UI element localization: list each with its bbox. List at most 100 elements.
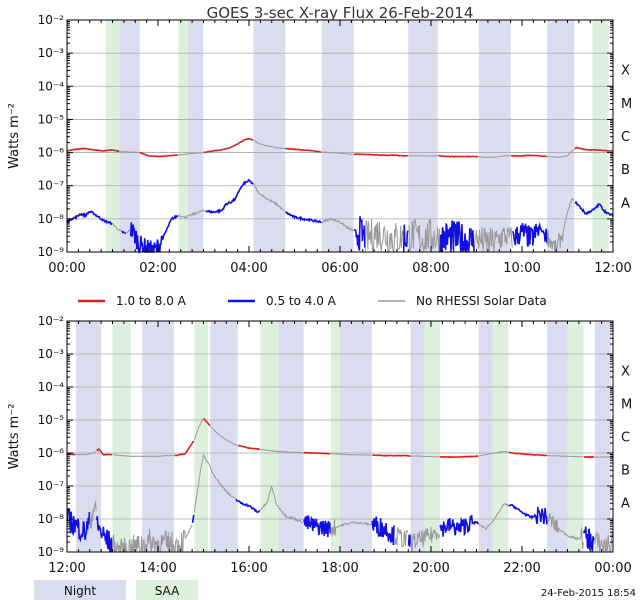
ytick-label: 10⁻⁹ [38, 245, 65, 259]
saa-band-0 [112, 321, 131, 552]
night-band-1 [142, 321, 174, 552]
night-band-8 [594, 321, 611, 552]
night-band-5 [478, 20, 511, 252]
chart-title: GOES 3-sec X-ray Flux 26-Feb-2014 [207, 4, 474, 22]
short-channel-segment-7 [253, 183, 285, 212]
short-channel-segment-14 [439, 514, 480, 537]
long-channel-segment-3 [178, 151, 204, 156]
flare-class-X: X [621, 365, 630, 380]
short-channel-segment-10 [353, 216, 366, 251]
xtick-label: 10:00 [503, 261, 540, 276]
short-channel-segment-4 [129, 214, 179, 254]
night-band-6 [547, 20, 575, 252]
long-channel-segment-14 [574, 146, 614, 152]
ytick-label: 10⁻⁸ [38, 212, 65, 226]
top-bands [105, 20, 609, 252]
flare-class-C: C [621, 431, 630, 446]
long-channel-segment-2 [96, 448, 113, 456]
ytick-label: 10⁻⁶ [38, 146, 65, 160]
night-band-2 [210, 321, 238, 552]
flare-class-A: A [621, 196, 630, 211]
bottom-grid [67, 353, 613, 520]
bottom-bands [76, 321, 611, 552]
night-band-2 [253, 20, 286, 252]
saa-band-1 [178, 20, 188, 252]
long-channel-segment-5 [193, 418, 204, 440]
flare-class-C: C [621, 130, 630, 145]
ytick-label: 10⁻² [38, 13, 65, 27]
ytick-label: 10⁻³ [38, 347, 65, 361]
flare-class-B: B [621, 464, 630, 479]
bottom-x-tick-labels: 12:00 14:00 16:00 18:00 20:00 22:00 00:00 [48, 561, 631, 576]
xtick-label: 04:00 [230, 261, 267, 276]
xtick-label: 02:00 [139, 261, 176, 276]
long-channel-segment-9 [408, 155, 438, 157]
top-tick-marks [66, 19, 614, 253]
xtick-label: 16:00 [230, 561, 267, 576]
long-channel-segment-11 [330, 453, 372, 456]
ytick-label: 10⁻⁹ [38, 545, 65, 559]
timestamp: 24-Feb-2015 18:54 [541, 588, 636, 599]
night-band-3 [276, 321, 304, 552]
top-series [66, 137, 614, 254]
short-channel-segment-11 [365, 218, 404, 254]
saa-swatch [136, 580, 198, 600]
short-channel-segment-13 [410, 526, 440, 554]
short-channel-segment-3 [126, 229, 131, 234]
long-channel-segment-1 [119, 150, 140, 154]
xtick-label: 22:00 [503, 561, 540, 576]
long-channel-segment-7 [210, 425, 238, 446]
bottom-panel: 10⁻⁹ 10⁻⁸ 10⁻⁷ 10⁻⁶ 10⁻⁵ 10⁻⁴ 10⁻³ 10⁻² 12:00 14… [7, 314, 632, 576]
short-channel-segment-16 [508, 503, 548, 525]
bottom-tick-marks [66, 320, 614, 553]
night-saa-legend: Night SAA [34, 580, 198, 600]
xtick-label: 20:00 [412, 561, 449, 576]
short-channel-segment-6 [205, 178, 254, 214]
short-channel-segment-9 [330, 519, 372, 537]
long-channel-segment-13 [410, 455, 440, 458]
flare-class-M: M [621, 398, 632, 413]
long-channel-segment-0 [66, 452, 76, 456]
long-channel-segment-12 [510, 154, 548, 158]
legend-label-no-rhessi: No RHESSI Solar Data [416, 294, 547, 308]
top-y-axis-label: Watts m⁻² [7, 103, 22, 169]
xtick-label: 08:00 [412, 261, 449, 276]
long-channel-segment-5 [253, 139, 285, 150]
short-channel-segment-9 [321, 217, 354, 232]
saa-band-0 [105, 20, 120, 252]
short-channel-segment-13 [408, 218, 440, 253]
long-channel-segment-17 [547, 455, 584, 458]
night-band-3 [321, 20, 354, 252]
saa-band-2 [260, 321, 279, 552]
short-channel-segment-1 [112, 222, 122, 231]
bottom-flare-classes: X M C B A [621, 365, 632, 512]
long-channel-segment-15 [478, 450, 509, 457]
night-swatch [34, 580, 126, 600]
flare-class-A: A [621, 497, 630, 512]
flare-class-B: B [621, 163, 630, 178]
xtick-label: 12:00 [48, 561, 85, 576]
xtick-label: 06:00 [321, 261, 358, 276]
ytick-label: 10⁻⁴ [38, 79, 65, 93]
short-channel-segment-14 [439, 220, 475, 253]
short-channel-segment-19 [594, 531, 613, 553]
long-channel-segment-9 [260, 448, 304, 454]
xtick-label: 00:00 [594, 561, 631, 576]
short-channel-segment-0 [66, 508, 91, 543]
long-channel-segment-13 [547, 148, 575, 158]
short-channel-segment-2 [95, 516, 113, 553]
top-flare-classes: X M C B A [621, 64, 632, 212]
short-channel-segment-17 [547, 513, 584, 550]
night-band-1 [187, 20, 204, 252]
short-channel-segment-10 [371, 516, 395, 546]
short-channel-segment-7 [260, 485, 304, 524]
long-channel-segment-1 [75, 451, 97, 456]
ytick-label: 10⁻² [38, 314, 65, 328]
short-channel-segment-15 [478, 502, 509, 531]
flare-class-M: M [621, 97, 632, 112]
night-band-7 [547, 321, 568, 552]
short-channel-segment-0 [66, 210, 113, 225]
long-channel-segment-4 [203, 137, 254, 154]
flare-class-X: X [621, 64, 630, 79]
long-channel-segment-6 [284, 147, 322, 153]
